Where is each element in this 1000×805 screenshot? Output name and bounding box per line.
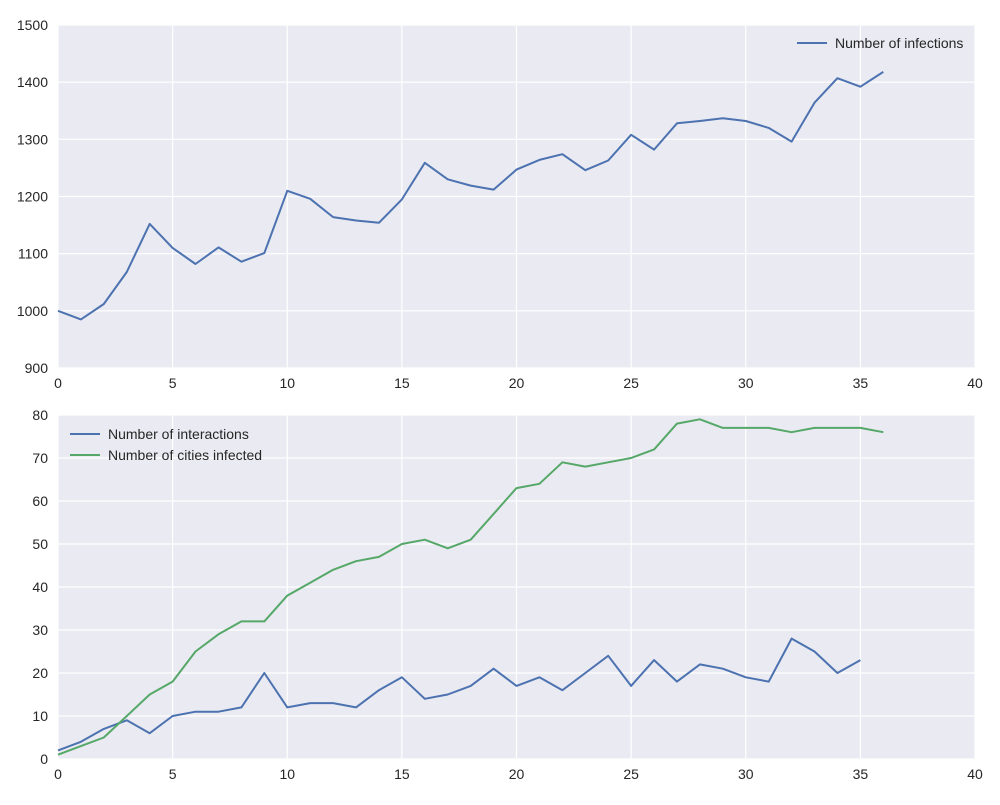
x-tick-label: 40 bbox=[967, 766, 983, 782]
x-tick-label: 20 bbox=[509, 375, 525, 391]
series-line-2 bbox=[57, 418, 884, 756]
x-tick-label: 15 bbox=[394, 766, 410, 782]
legend: Number of infections bbox=[797, 35, 963, 51]
y-tick-label: 1100 bbox=[18, 246, 48, 262]
y-tick-label: 0 bbox=[40, 751, 48, 767]
chart-panel-2: 0 5 10 15 20 25 30 35 40 0 10 20 30 40 50 60 70 80 Number … bbox=[32, 407, 983, 782]
x-tick-label: 10 bbox=[279, 375, 295, 391]
x-tick-label: 0 bbox=[54, 766, 62, 782]
y-tick-label: 1400 bbox=[17, 74, 48, 90]
y-tick-label: 20 bbox=[32, 665, 48, 681]
x-tick-label: 5 bbox=[169, 375, 177, 391]
series-line-1 bbox=[57, 71, 884, 321]
y-tick-label: 50 bbox=[32, 536, 48, 552]
x-tick-label: 5 bbox=[169, 766, 177, 782]
x-tick-label: 15 bbox=[394, 375, 410, 391]
legend-label: Number of infections bbox=[835, 35, 963, 51]
x-tick-label: 35 bbox=[853, 766, 869, 782]
y-tick-label: 1000 bbox=[17, 303, 48, 319]
x-tick-label: 30 bbox=[738, 766, 754, 782]
legend-label: Number of interactions bbox=[108, 426, 249, 442]
y-tick-label: 30 bbox=[32, 622, 48, 638]
legend-label: Number of cities infected bbox=[108, 447, 262, 463]
x-tick-label: 20 bbox=[509, 766, 525, 782]
x-tick-label: 0 bbox=[54, 375, 62, 391]
x-tick-label: 30 bbox=[738, 375, 754, 391]
y-tick-label: 70 bbox=[32, 450, 48, 466]
x-tick-label: 35 bbox=[853, 375, 869, 391]
chart-panel-1: 0 5 10 15 20 25 30 35 40 900 1000 1100 1200 1300 1400 1… bbox=[17, 17, 983, 391]
y-tick-label: 1500 bbox=[17, 17, 48, 33]
legend: Number of interactions Number of cities i… bbox=[70, 426, 262, 463]
y-tick-label: 1300 bbox=[17, 131, 48, 147]
x-tick-label: 40 bbox=[967, 375, 983, 391]
x-tick-label: 25 bbox=[623, 766, 639, 782]
y-tick-label: 10 bbox=[32, 708, 48, 724]
y-tick-label: 900 bbox=[25, 360, 49, 376]
y-tick-label: 60 bbox=[32, 493, 48, 509]
series-line-1 bbox=[57, 637, 861, 752]
y-tick-label: 1200 bbox=[17, 189, 48, 205]
y-tick-label: 40 bbox=[32, 579, 48, 595]
x-tick-label: 10 bbox=[279, 766, 295, 782]
x-tick-label: 25 bbox=[623, 375, 639, 391]
y-tick-label: 80 bbox=[32, 407, 48, 423]
